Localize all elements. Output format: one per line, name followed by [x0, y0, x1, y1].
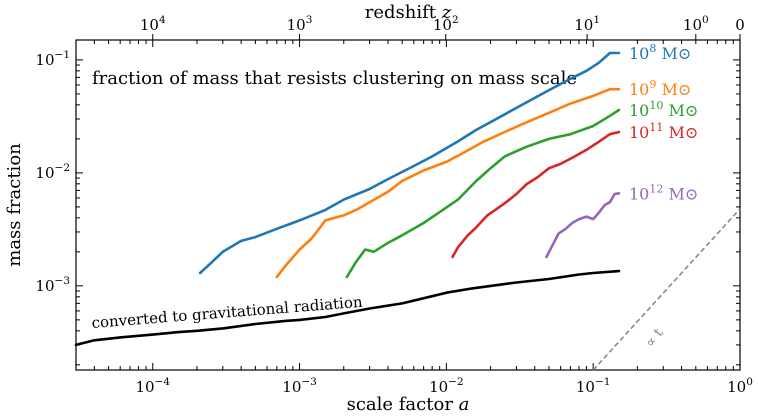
plot-frame [75, 39, 741, 371]
x-tick-label: 10−4 [135, 376, 170, 396]
series-label: 1010 M⊙ [629, 99, 698, 120]
series-label: 1011 M⊙ [629, 121, 698, 142]
top-tick-label: 0 [735, 16, 745, 34]
series-line [451, 130, 621, 259]
top-axis-label: redshift z [365, 2, 452, 23]
series-label: 108 M⊙ [629, 42, 691, 63]
series-line [74, 269, 621, 347]
series-line [345, 108, 621, 279]
x-tick-label: 10−2 [429, 376, 464, 396]
y-axis-label: mass fraction [4, 143, 25, 267]
gw-annotation: converted to gravitational radiation [91, 293, 364, 332]
top-tick-label: 100 [683, 14, 709, 34]
plot-area: 10−4 10−3 10−2 10−1 100 10−3 10−2 10−1 104 103 102… [35, 14, 752, 396]
top-tick-label: 103 [287, 14, 313, 34]
chart-title: fraction of mass that resists clustering… [92, 68, 577, 89]
x-tick-label: 100 [727, 376, 753, 396]
series-line [275, 87, 621, 279]
x-tick-label: 10−1 [576, 376, 611, 396]
x-tick-label: 10−3 [282, 376, 317, 396]
top-tick-label: 102 [433, 14, 459, 34]
reference-line [592, 208, 741, 371]
series-line [545, 192, 621, 259]
series-label: 1012 M⊙ [629, 182, 698, 203]
x-axis-label: scale factor a [347, 394, 470, 415]
y-tick-label: 10−2 [35, 162, 70, 182]
top-tick-label: 101 [574, 14, 600, 34]
y-tick-label: 10−1 [35, 49, 70, 69]
series-label: 109 M⊙ [629, 78, 691, 99]
y-tick-label: 10−3 [35, 275, 70, 295]
chart-title-group: fraction of mass that resists clustering… [92, 68, 577, 89]
top-tick-label: 104 [140, 14, 166, 34]
series-line [198, 51, 621, 275]
reference-line-label: ∝ t [642, 325, 667, 351]
